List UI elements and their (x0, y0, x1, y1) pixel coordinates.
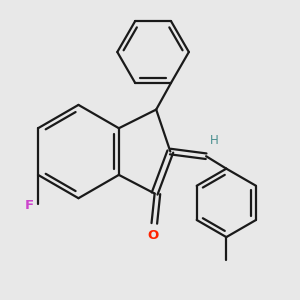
Text: H: H (210, 134, 219, 147)
Text: F: F (25, 200, 34, 212)
Text: O: O (148, 229, 159, 242)
